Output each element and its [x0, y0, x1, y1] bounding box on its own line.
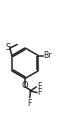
- Text: O: O: [22, 81, 28, 90]
- Text: F: F: [28, 99, 32, 108]
- Text: Br: Br: [43, 51, 51, 60]
- Text: S: S: [6, 43, 11, 52]
- Text: F: F: [37, 82, 41, 91]
- Text: F: F: [38, 88, 42, 97]
